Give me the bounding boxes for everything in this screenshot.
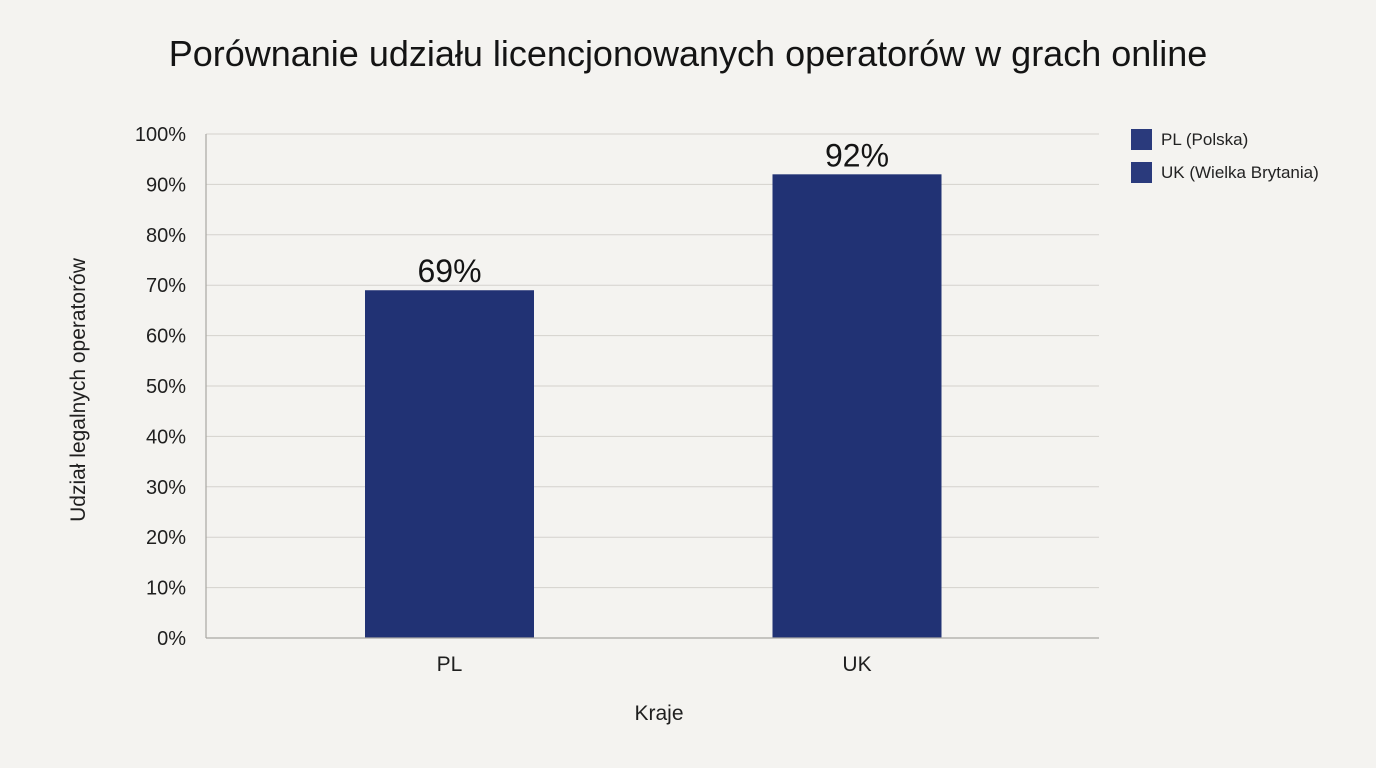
axes [205, 134, 1099, 639]
legend-entry-label: UK (Wielka Brytania) [1161, 163, 1319, 182]
y-tick-label: 80% [146, 225, 186, 247]
bars [365, 174, 942, 638]
bar-uk [772, 174, 942, 638]
y-tick-label: 60% [146, 326, 186, 348]
y-tick-label: 20% [146, 527, 186, 549]
data-labels: 69% 92% [417, 137, 889, 289]
y-tick-label: 40% [146, 426, 186, 448]
legend-entry-label: PL (Polska) [1161, 130, 1248, 149]
y-tick-label: 70% [146, 275, 186, 297]
bar-pl [365, 290, 534, 638]
y-tick-label: 100% [135, 124, 186, 146]
data-label-pl: 69% [417, 253, 481, 289]
y-tick-label: 30% [146, 477, 186, 499]
grid [206, 133, 1099, 589]
y-tick-label: 0% [157, 628, 186, 650]
data-label-uk: 92% [825, 137, 889, 173]
y-tick-label: 10% [146, 578, 186, 600]
y-axis-title: Udział legalnych operatorów [67, 257, 90, 522]
legend-swatch [1131, 162, 1152, 183]
x-axis-title: Kraje [634, 702, 683, 725]
x-category-label: PL [437, 653, 463, 676]
y-tick-label: 50% [146, 376, 186, 398]
legend: PL (Polska) UK (Wielka Brytania) [1131, 129, 1319, 183]
x-category-label: UK [842, 653, 871, 676]
x-category-labels: PL UK [437, 653, 872, 676]
legend-swatch [1131, 129, 1152, 150]
chart-title: Porównanie udziału licencjonowanych oper… [169, 33, 1208, 74]
y-tick-labels: 0% 10% 20% 30% 40% 50% 60% 70% 80% 90% 100% [135, 124, 186, 650]
y-tick-label: 90% [146, 174, 186, 196]
